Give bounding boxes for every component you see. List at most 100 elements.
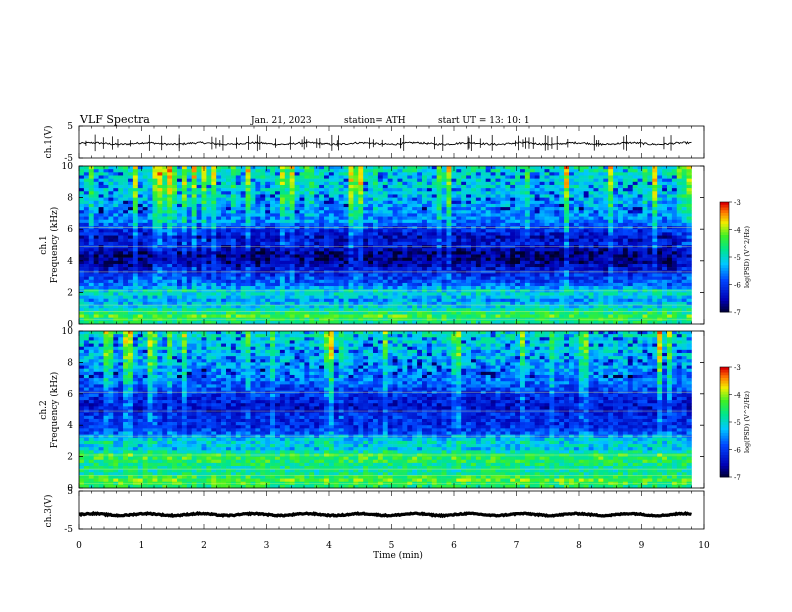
spectrogram-cell xyxy=(88,175,94,179)
spectrogram-cell xyxy=(422,197,428,202)
spectrogram-cell xyxy=(373,175,379,179)
spectrogram-cell xyxy=(314,213,320,217)
spectrogram-cell xyxy=(397,191,403,195)
spectrogram-cell xyxy=(544,320,550,325)
spectrogram-cell xyxy=(309,203,315,208)
spectrogram-cell xyxy=(186,166,192,170)
spectrogram-cell xyxy=(485,282,491,287)
spectrogram-cell xyxy=(495,210,501,214)
spectrogram-cell xyxy=(505,279,511,284)
spectrogram-cell xyxy=(265,263,271,268)
spectrogram-cell xyxy=(147,184,153,189)
spectrogram-cell xyxy=(93,257,99,262)
spectrogram-cell xyxy=(397,194,403,198)
spectrogram-cell xyxy=(118,194,124,198)
spectrogram-cell xyxy=(333,254,339,258)
spectrogram-cell xyxy=(539,184,545,189)
spectrogram-cell xyxy=(314,184,320,189)
spectrogram-cell xyxy=(299,232,305,236)
spectrogram-cell xyxy=(83,254,90,258)
spectrogram-cell xyxy=(412,166,418,170)
spectrogram-cell xyxy=(495,191,501,195)
spectrogram-cell xyxy=(524,314,531,318)
spectrogram-cell xyxy=(250,257,256,262)
spectrogram-cell xyxy=(279,175,286,179)
spectrogram-cell xyxy=(343,191,349,195)
spectrogram-cell xyxy=(118,292,124,296)
spectrogram-cell xyxy=(328,308,335,312)
spectrogram-cell xyxy=(539,172,545,176)
spectrogram-cell xyxy=(289,175,295,179)
spectrogram-cell xyxy=(98,197,104,202)
spectrogram-cell xyxy=(83,251,90,255)
spectrogram-cell xyxy=(485,175,491,179)
spectrogram-cell xyxy=(343,235,349,239)
spectrogram-cell xyxy=(485,229,491,233)
spectrogram-cell xyxy=(270,282,276,287)
spectrogram-cell xyxy=(549,276,555,281)
spectrogram-cell xyxy=(299,292,305,296)
spectrogram-cell xyxy=(309,273,315,277)
spectrogram-cell xyxy=(289,191,295,195)
spectrogram-cell xyxy=(475,260,482,265)
spectrogram-cell xyxy=(529,254,535,258)
spectrogram-cell xyxy=(270,191,276,195)
spectrogram-cell xyxy=(103,282,109,287)
spectrogram-cell xyxy=(417,273,423,277)
spectrogram-cell xyxy=(436,216,442,221)
spectrogram-cell xyxy=(554,295,560,300)
spectrogram-cell xyxy=(549,235,555,239)
spectrogram-cell xyxy=(270,308,276,312)
spectrogram-cell xyxy=(279,166,286,170)
spectrogram-cell xyxy=(123,248,129,252)
spectrogram-cell xyxy=(186,184,192,189)
spectrogram-cell xyxy=(289,210,295,214)
spectrogram-cell xyxy=(186,235,192,239)
spectrogram-cell xyxy=(544,219,550,224)
spectrogram-cell xyxy=(490,257,496,262)
spectrogram-cell xyxy=(426,197,433,202)
spectrogram-cell xyxy=(270,241,276,246)
spectrogram-cell xyxy=(539,257,545,262)
spectrogram-cell xyxy=(392,320,398,325)
spectrogram-cell xyxy=(142,184,148,189)
spectrogram-cell xyxy=(314,279,320,284)
spectrogram-cell xyxy=(382,267,388,271)
spectrogram-cell xyxy=(505,238,511,243)
spectrogram-cell xyxy=(471,292,477,296)
spectrogram-cell xyxy=(211,248,217,252)
spectrogram-cell xyxy=(461,276,467,281)
spectrogram-cell xyxy=(309,210,315,214)
spectrogram-cell xyxy=(353,203,359,208)
spectrogram-cell xyxy=(333,298,339,303)
spectrogram-cell xyxy=(515,184,521,189)
spectrogram-cell xyxy=(289,263,295,268)
spectrogram-cell xyxy=(348,197,354,202)
spectrogram-cell xyxy=(177,181,183,186)
spectrogram-cell xyxy=(436,200,442,205)
spectrogram-cell xyxy=(324,235,330,239)
spectrogram-cell xyxy=(289,229,295,233)
spectrogram-cell xyxy=(510,295,516,300)
spectrogram-cell xyxy=(471,219,477,224)
spectrogram-cell xyxy=(426,216,433,221)
ch1-spectrogram-image xyxy=(79,166,692,325)
spectrogram-cell xyxy=(456,257,462,262)
spectrogram-cell xyxy=(333,194,339,198)
spectrogram-cell xyxy=(314,229,320,233)
spectrogram-cell xyxy=(490,178,496,183)
spectrogram-cell xyxy=(118,188,124,192)
spectrogram-cell xyxy=(377,194,384,198)
spectrogram-cell xyxy=(539,238,545,243)
spectrogram-cell xyxy=(377,276,384,281)
spectrogram-cell xyxy=(147,276,153,281)
spectrogram-cell xyxy=(226,263,232,268)
spectrogram-cell xyxy=(387,276,393,281)
spectrogram-cell xyxy=(123,194,129,198)
spectrogram-cell xyxy=(319,178,325,183)
spectrogram-cell xyxy=(554,314,560,318)
spectrogram-cell xyxy=(260,184,266,189)
spectrogram-cell xyxy=(275,166,281,170)
spectrogram-cell xyxy=(162,197,168,202)
